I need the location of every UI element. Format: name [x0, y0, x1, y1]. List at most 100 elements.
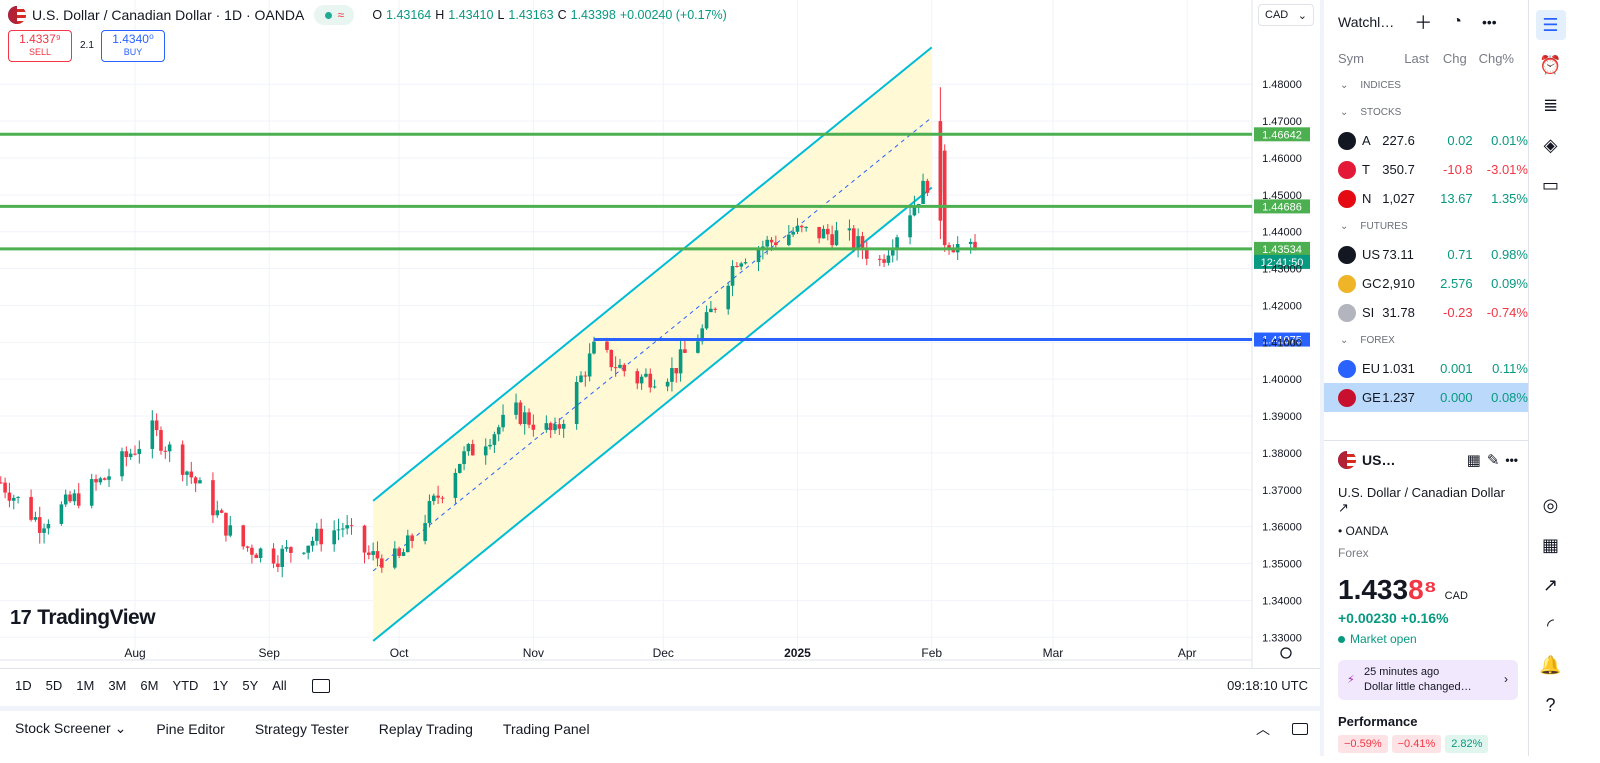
- candle-body: [921, 180, 925, 204]
- candle-body: [405, 535, 410, 553]
- range-1d[interactable]: 1D: [15, 678, 32, 693]
- sell-button[interactable]: 1.4337⁹ SELL: [8, 30, 72, 62]
- external-link-icon[interactable]: ↗: [1338, 500, 1349, 515]
- more-icon[interactable]: •••: [1505, 453, 1518, 467]
- watchlist-row[interactable]: SI 31.78 -0.23 -0.74%: [1324, 298, 1528, 327]
- buy-button[interactable]: 1.4340⁰ BUY: [101, 30, 165, 62]
- currency-select[interactable]: CAD ⌄: [1258, 4, 1314, 26]
- candle-body: [826, 228, 830, 235]
- status-dot-icon: [324, 11, 332, 19]
- watchlist-row[interactable]: EU 1.031 0.001 0.11%: [1324, 354, 1528, 383]
- range-5y[interactable]: 5Y: [242, 678, 259, 693]
- date-range-icon[interactable]: [311, 678, 330, 693]
- range-ytd[interactable]: YTD: [172, 678, 199, 693]
- col-chg[interactable]: Chg: [1442, 50, 1467, 66]
- details-name[interactable]: U.S. Dollar / Canadian Dollar ↗: [1338, 485, 1518, 516]
- layers-icon[interactable]: ◈: [1543, 134, 1558, 155]
- tab-pine-editor[interactable]: Pine Editor: [156, 720, 225, 737]
- candle-body: [609, 349, 614, 368]
- candle-body: [457, 464, 462, 473]
- watchlist-icon[interactable]: ☰: [1535, 10, 1566, 40]
- watchlist-row[interactable]: N 1,027 13.67 1.35%: [1324, 184, 1528, 213]
- candle-body: [574, 381, 579, 424]
- trend-icon[interactable]: ↗: [1542, 574, 1559, 595]
- candle-body: [241, 525, 246, 547]
- tab-stock-screener[interactable]: Stock Screener ⌄: [0, 720, 141, 737]
- more-icon[interactable]: •••: [1481, 14, 1497, 30]
- alarm-clock-icon[interactable]: ⏰: [1539, 54, 1562, 75]
- candle-body: [462, 451, 466, 465]
- x-tick-label: Sep: [259, 646, 281, 660]
- bell-icon[interactable]: 🔔: [1539, 654, 1562, 675]
- collapse-icon[interactable]: ︿: [1256, 720, 1270, 737]
- list-icon[interactable]: ≣: [1542, 94, 1559, 115]
- utc-clock[interactable]: 09:18:10 UTC: [1227, 678, 1308, 693]
- watchlist-row[interactable]: GC 2,910 2.576 0.09%: [1324, 269, 1528, 298]
- watchlist-title[interactable]: Watchl…: [1338, 14, 1395, 30]
- watchlist-row[interactable]: GE 1.237 0.000 0.08%: [1324, 383, 1528, 412]
- level-label-bg: [1254, 241, 1310, 256]
- row-change: 0.000: [1440, 390, 1473, 405]
- range-1y[interactable]: 1Y: [212, 678, 229, 693]
- range-all[interactable]: All: [272, 678, 287, 693]
- watchlist-row[interactable]: US 73.11 0.71 0.98%: [1324, 240, 1528, 269]
- candle-body: [765, 239, 769, 247]
- section-indices[interactable]: ⌄ INDICES: [1324, 72, 1528, 99]
- col-last[interactable]: Last: [1404, 50, 1429, 66]
- candle-body: [0, 482, 3, 484]
- range-5d[interactable]: 5D: [45, 678, 63, 693]
- range-1m[interactable]: 1M: [76, 678, 95, 693]
- section-forex[interactable]: ⌄ FOREX: [1324, 327, 1528, 354]
- row-last: 1,027: [1382, 191, 1415, 206]
- candle-body: [375, 551, 380, 559]
- tab-strategy-tester[interactable]: Strategy Tester: [254, 720, 349, 737]
- status-dot-icon: [1338, 635, 1345, 643]
- symbol-title[interactable]: U.S. Dollar / Canadian Dollar · 1D · OAN…: [32, 7, 305, 23]
- row-last: 1.031: [1382, 361, 1415, 376]
- layout-icon[interactable]: ▦: [1466, 452, 1481, 469]
- chart-area[interactable]: 1.46642 1.44686 1.43534 1.41075 12:41:50 1.48…: [0, 0, 1344, 683]
- help-icon[interactable]: ?: [1545, 694, 1556, 715]
- ohlc-o-label: O: [372, 8, 383, 22]
- col-sym[interactable]: Sym: [1338, 50, 1364, 66]
- price-chart[interactable]: 1.46642 1.44686 1.43534 1.41075 12:41:50 1.48…: [0, 0, 1320, 668]
- watchlist-row[interactable]: A 227.6 0.02 0.01%: [1324, 126, 1528, 155]
- row-symbol: T: [1362, 162, 1370, 177]
- x-tick-label: Feb: [921, 646, 942, 660]
- chevron-down-icon: ⌄: [1340, 335, 1349, 346]
- chevron-right-icon: ›: [1504, 672, 1508, 686]
- broadcast-icon[interactable]: ◜: [1547, 614, 1554, 635]
- tab-trading-panel[interactable]: Trading Panel: [502, 720, 590, 737]
- range-3m[interactable]: 3M: [108, 678, 127, 693]
- target-icon[interactable]: ◎: [1542, 494, 1559, 515]
- candle-body: [154, 420, 159, 431]
- candle-body: [774, 242, 778, 246]
- watchlist-row[interactable]: T 350.7 -10.8 -3.01%: [1324, 155, 1528, 184]
- advanced-view-icon[interactable]: ◔: [1452, 13, 1462, 30]
- tradingview-logo[interactable]: 17 TradingView: [10, 606, 156, 630]
- ohlc-c-value: 1.43398: [570, 8, 616, 22]
- buy-price: 1.4340⁰: [112, 32, 154, 46]
- details-header: US… ▦ ✎ •••: [1338, 451, 1518, 469]
- candle-body: [696, 341, 700, 353]
- section-futures[interactable]: ⌄ FUTURES: [1324, 213, 1528, 240]
- channel-upper-line: [372, 46, 933, 502]
- edit-icon[interactable]: ✎: [1486, 452, 1500, 469]
- section-stocks[interactable]: ⌄ STOCKS: [1324, 99, 1528, 126]
- maximize-icon[interactable]: [1292, 722, 1308, 735]
- price-currency: CAD: [1444, 590, 1468, 602]
- details-symbol[interactable]: US…: [1362, 452, 1396, 468]
- news-card[interactable]: ⚡ 25 minutes ago Dollar little changed… …: [1338, 660, 1518, 700]
- lightning-icon: ⚡: [1347, 674, 1355, 686]
- last-price-countdown: 12:41:50: [1261, 257, 1304, 269]
- market-status-pill[interactable]: ≈: [314, 5, 355, 25]
- chat-icon[interactable]: ▭: [1541, 174, 1559, 195]
- perf-1m: −0.41%: [1391, 735, 1442, 753]
- calendar-icon[interactable]: ▦: [1541, 534, 1559, 555]
- col-chg-pct[interactable]: Chg%: [1478, 50, 1514, 66]
- tab-replay-trading[interactable]: Replay Trading: [378, 720, 473, 737]
- level-label: 1.44686: [1262, 201, 1302, 213]
- add-symbol-icon[interactable]: ＋: [1414, 13, 1433, 33]
- ohlc-h-value: 1.43410: [448, 8, 494, 22]
- range-6m[interactable]: 6M: [140, 678, 159, 693]
